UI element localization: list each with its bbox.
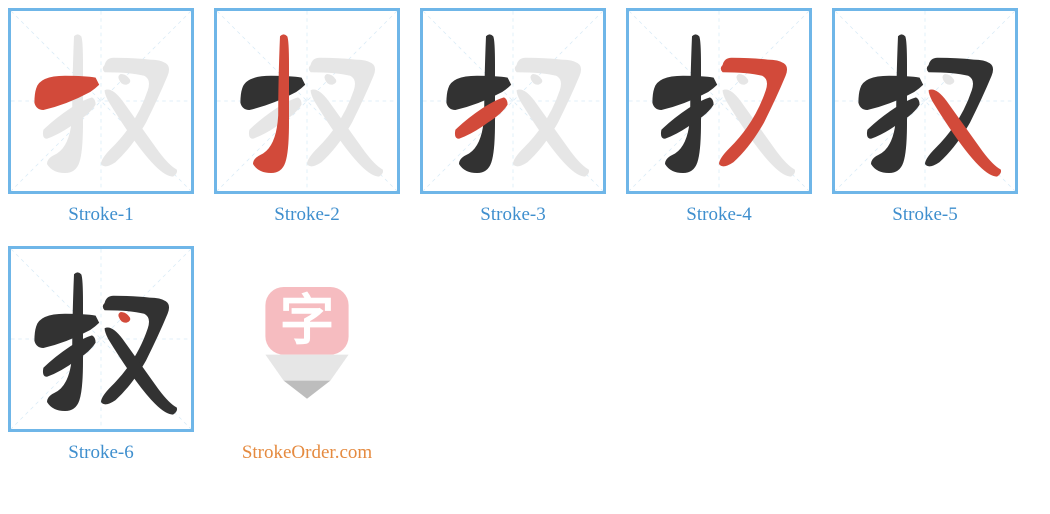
stroke-cell-5: Stroke-5 [832, 8, 1018, 226]
stroke-cell-2: Stroke-2 [214, 8, 400, 226]
stroke-tile-6 [8, 246, 194, 432]
logo-cell: 字 StrokeOrder.com [214, 246, 400, 464]
stroke-cell-1: Stroke-1 [8, 8, 194, 226]
stroke-cell-4: Stroke-4 [626, 8, 812, 226]
stroke-tile-4 [626, 8, 812, 194]
site-logo: 字 [214, 246, 400, 432]
site-label: StrokeOrder.com [242, 442, 372, 464]
stroke-caption-1: Stroke-1 [68, 204, 133, 226]
stroke-order-grid: Stroke-1 Stroke-2 Stroke-3 Stroke-4 Stro… [8, 8, 1042, 464]
stroke-tile-5 [832, 8, 1018, 194]
stroke-caption-6: Stroke-6 [68, 442, 133, 464]
stroke-tile-3 [420, 8, 606, 194]
stroke-caption-4: Stroke-4 [686, 204, 751, 226]
stroke-cell-3: Stroke-3 [420, 8, 606, 226]
stroke-tile-1 [8, 8, 194, 194]
stroke-caption-3: Stroke-3 [480, 204, 545, 226]
pencil-logo-icon: 字 [242, 274, 372, 404]
stroke-tile-2 [214, 8, 400, 194]
logo-character: 字 [280, 290, 335, 351]
stroke-caption-2: Stroke-2 [274, 204, 339, 226]
stroke-cell-6: Stroke-6 [8, 246, 194, 464]
stroke-caption-5: Stroke-5 [892, 204, 957, 226]
